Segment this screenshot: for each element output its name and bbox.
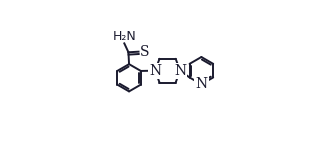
Text: N: N bbox=[195, 77, 207, 91]
Text: N: N bbox=[174, 64, 186, 78]
Text: H₂N: H₂N bbox=[112, 30, 136, 43]
Text: S: S bbox=[140, 45, 149, 59]
Text: N: N bbox=[149, 64, 161, 78]
